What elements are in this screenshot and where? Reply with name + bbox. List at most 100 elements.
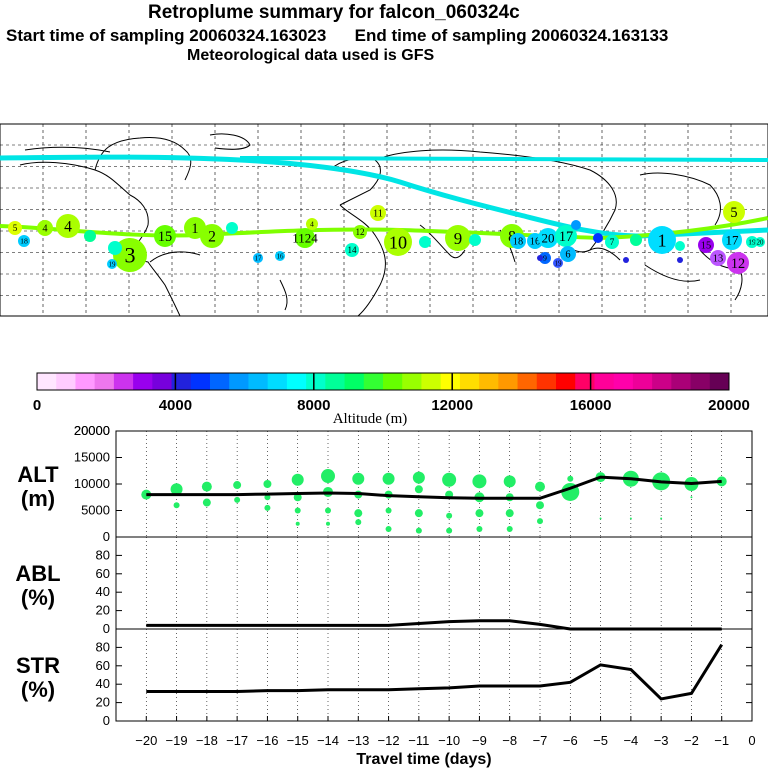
sampling-times: Start time of sampling 20060324.163023 E… bbox=[6, 26, 669, 45]
coastline bbox=[209, 133, 251, 150]
plume-marker bbox=[84, 230, 96, 242]
altitude-point bbox=[476, 526, 483, 533]
marker-label: 17 bbox=[726, 233, 740, 248]
marker-label: 5 bbox=[13, 223, 18, 233]
x-tick-label: −14 bbox=[317, 733, 339, 748]
coastline bbox=[149, 251, 201, 263]
y-tick-label: 80 bbox=[96, 639, 110, 654]
panel-unit: (m) bbox=[21, 486, 55, 511]
marker-label: 18 bbox=[513, 237, 523, 248]
altitude-point bbox=[415, 527, 422, 534]
altitude-point bbox=[660, 517, 663, 520]
panel-label: ALT bbox=[17, 462, 59, 487]
altitude-point bbox=[475, 509, 484, 518]
plume-marker bbox=[560, 246, 576, 262]
x-tick-label: −13 bbox=[347, 733, 369, 748]
colorbar-swatch bbox=[671, 373, 692, 390]
y-tick-label: 0 bbox=[103, 713, 110, 728]
colorbar-swatch bbox=[632, 373, 653, 390]
plume-marker bbox=[108, 241, 122, 255]
altitude-point bbox=[355, 519, 362, 526]
plume-marker bbox=[648, 226, 676, 254]
marker-label: 18 bbox=[20, 237, 28, 246]
plume-marker bbox=[698, 237, 714, 253]
marker-label: 20 bbox=[542, 231, 555, 246]
plume-marker bbox=[727, 252, 749, 274]
altitude-point bbox=[233, 481, 242, 490]
plume-marker bbox=[510, 233, 526, 249]
marker-label: 2 bbox=[208, 228, 216, 245]
altitude-point bbox=[385, 526, 392, 533]
altitude-point bbox=[326, 521, 330, 526]
plume-marker bbox=[353, 225, 367, 239]
marker-label: 10 bbox=[389, 232, 407, 252]
colorbar-swatch bbox=[363, 373, 384, 390]
plume-marker bbox=[538, 228, 558, 248]
x-axis-label: Travel time (days) bbox=[356, 751, 491, 768]
colorbar-tick-label: 12000 bbox=[431, 397, 473, 414]
plume-marker bbox=[539, 252, 551, 264]
marker-label: 5 bbox=[730, 205, 737, 221]
colorbar-swatch bbox=[306, 373, 326, 390]
plume-marker bbox=[677, 257, 683, 263]
y-tick-label: 0 bbox=[103, 529, 110, 544]
plume-marker bbox=[154, 225, 176, 247]
plume-marker bbox=[571, 220, 581, 230]
coastline bbox=[374, 149, 617, 251]
marker-label: 17 bbox=[559, 229, 573, 245]
coastline bbox=[279, 279, 288, 311]
altitude-colorbar: 0 4000 8000 12000 16000 20000 bbox=[33, 372, 750, 414]
colorbar-swatch bbox=[613, 373, 634, 390]
altitude-point bbox=[264, 494, 271, 501]
coastline bbox=[24, 146, 111, 153]
x-tick-label: −11 bbox=[408, 733, 429, 748]
marker-label: 1 bbox=[191, 221, 198, 237]
plume-marker bbox=[107, 259, 117, 269]
altitude-point bbox=[295, 521, 300, 526]
plume-marker bbox=[593, 233, 603, 243]
y-tick-label: 5000 bbox=[81, 503, 110, 518]
x-tick-label: −2 bbox=[684, 733, 699, 748]
colorbar-swatch bbox=[325, 373, 346, 390]
colorbar-swatch bbox=[210, 373, 230, 390]
marker-label: 19 bbox=[109, 260, 117, 268]
altitude-point bbox=[567, 475, 574, 482]
panel-unit: (%) bbox=[21, 677, 55, 702]
colorbar-tick-label: 20000 bbox=[708, 397, 750, 414]
met-data-note: Meteorological data used is GFS bbox=[187, 47, 435, 64]
altitude-point bbox=[412, 471, 425, 484]
colorbar-swatch bbox=[383, 373, 403, 390]
colorbar-swatch bbox=[421, 373, 442, 390]
map-frame bbox=[0, 123, 768, 317]
colorbar-tick-label: 4000 bbox=[159, 397, 192, 414]
marker-label: 12 bbox=[731, 256, 745, 272]
colorbar-swatch bbox=[402, 373, 422, 390]
marker-label: 19 bbox=[555, 259, 563, 267]
plume-marker bbox=[675, 241, 685, 251]
plume-marker bbox=[623, 257, 629, 263]
colorbar-swatch bbox=[652, 373, 672, 390]
x-tick-label: −8 bbox=[502, 733, 517, 748]
marker-label: 4 bbox=[42, 224, 48, 235]
series-line bbox=[146, 475, 722, 500]
x-tick-label: 0 bbox=[748, 733, 755, 748]
colorbar-tick-label: 8000 bbox=[297, 397, 330, 414]
plume-marker bbox=[275, 251, 285, 261]
altitude-point bbox=[291, 473, 304, 486]
y-tick-label: 60 bbox=[96, 566, 110, 581]
plume-marker bbox=[8, 221, 22, 235]
y-tick-label: 0 bbox=[103, 621, 110, 636]
coastline bbox=[19, 161, 181, 317]
altitude-point bbox=[294, 507, 301, 514]
colorbar-swatch bbox=[171, 373, 192, 390]
x-tick-label: −7 bbox=[533, 733, 548, 748]
marker-label: 17 bbox=[255, 254, 263, 262]
plume-marker bbox=[295, 228, 315, 248]
altitude-point bbox=[354, 509, 363, 518]
altitude-point bbox=[325, 507, 331, 514]
marker-label: 4 bbox=[310, 220, 314, 229]
panel-unit: (%) bbox=[21, 585, 55, 610]
altitude-point bbox=[536, 501, 544, 510]
plume-marker bbox=[605, 235, 619, 249]
altitude-point bbox=[446, 512, 453, 519]
